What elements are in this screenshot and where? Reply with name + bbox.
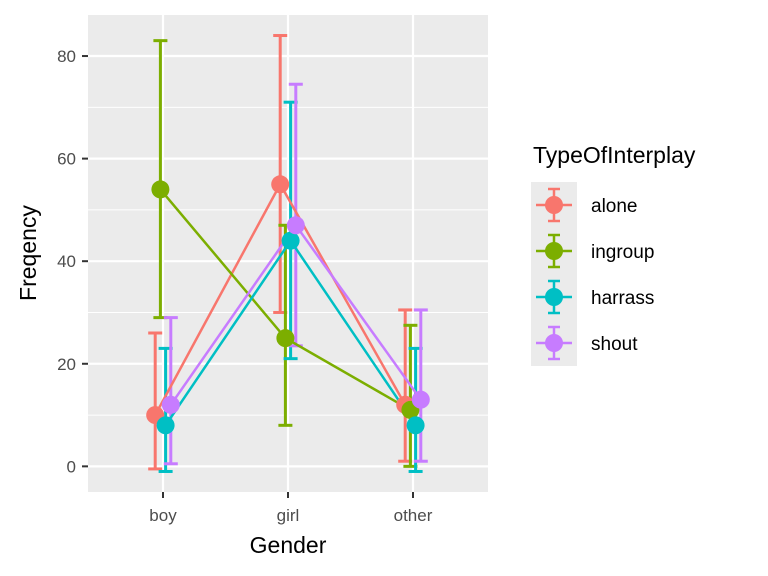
legend-key-point bbox=[545, 242, 563, 260]
point-layer bbox=[146, 175, 430, 435]
data-point-ingroup-girl bbox=[276, 329, 295, 348]
legend-key-point bbox=[545, 196, 563, 214]
x-tick-label: other bbox=[394, 506, 433, 525]
y-tick-label: 60 bbox=[57, 150, 76, 169]
data-point-harrass-other bbox=[406, 416, 425, 435]
legend-label-ingroup: ingroup bbox=[591, 242, 654, 263]
legend-item-ingroup: ingroup bbox=[531, 228, 654, 274]
axis-layer: 0 20 40 60 80 boy girl other bbox=[57, 47, 433, 525]
legend-key-point bbox=[545, 288, 563, 306]
legend-label-alone: alone bbox=[591, 196, 638, 217]
data-point-shout-other bbox=[411, 390, 430, 409]
x-axis-title: Gender bbox=[250, 532, 327, 558]
legend: TypeOfInterplay alone ingroup harrass shout bbox=[531, 142, 696, 366]
y-tick-label: 40 bbox=[57, 252, 76, 271]
y-tick-label: 80 bbox=[57, 47, 76, 66]
data-point-harrass-boy bbox=[156, 416, 175, 435]
data-point-alone-girl bbox=[271, 175, 290, 194]
x-tick-label: boy bbox=[149, 506, 177, 525]
legend-label-harrass: harrass bbox=[591, 288, 654, 309]
legend-items: alone ingroup harrass shout bbox=[531, 182, 654, 366]
data-point-shout-boy bbox=[161, 395, 180, 414]
data-point-harrass-girl bbox=[281, 231, 300, 250]
y-tick-label: 20 bbox=[57, 355, 76, 374]
x-tick-label: girl bbox=[277, 506, 300, 525]
y-axis-title: Freqency bbox=[15, 205, 41, 301]
legend-item-harrass: harrass bbox=[531, 274, 654, 320]
data-point-ingroup-boy bbox=[151, 180, 170, 199]
y-tick-label: 0 bbox=[67, 457, 76, 476]
legend-label-shout: shout bbox=[591, 334, 638, 355]
legend-item-shout: shout bbox=[531, 320, 638, 366]
data-point-shout-girl bbox=[286, 216, 305, 235]
legend-title: TypeOfInterplay bbox=[533, 142, 696, 168]
legend-item-alone: alone bbox=[531, 182, 638, 228]
legend-key-point bbox=[545, 334, 563, 352]
